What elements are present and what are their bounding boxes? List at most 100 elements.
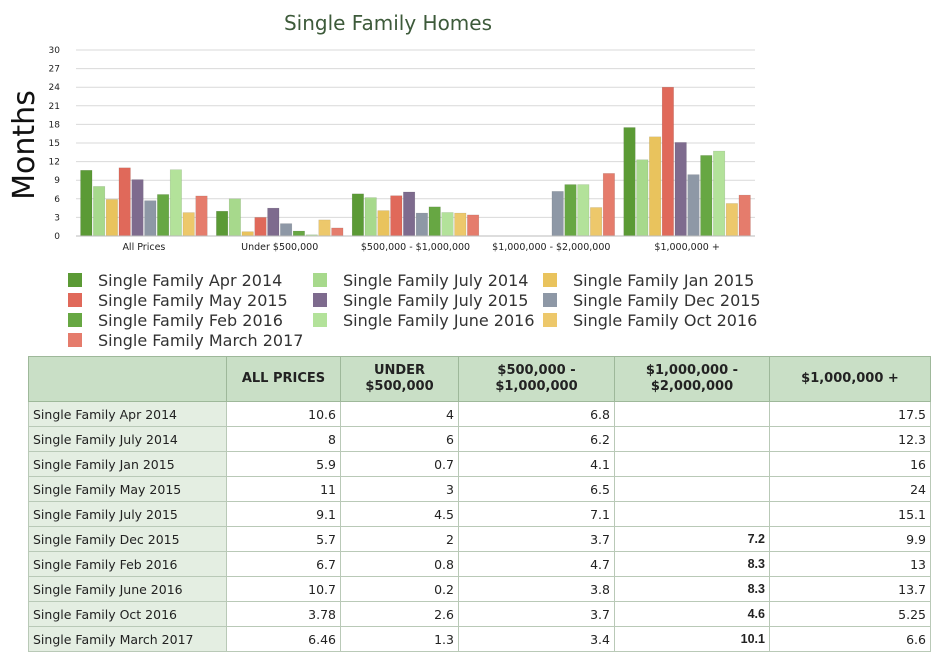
table-cell: 13 [769,551,931,577]
legend-item: Single Family Oct 2016 [543,310,757,330]
y-tick-label: 0 [54,232,60,242]
table-cell: 5.25 [769,601,931,627]
table-cell: 24 [769,476,931,502]
table-header-under-500k: UNDER $500,000 [340,356,459,402]
legend-label: Single Family March 2017 [98,330,304,350]
y-axis-label: Months [7,90,42,200]
legend-label: Single Family May 2015 [98,290,288,310]
table-cell: 4.1 [458,451,615,477]
table-cell: 16 [769,451,931,477]
bar [390,195,403,237]
bar [228,198,241,237]
y-tick-label: 6 [54,195,60,205]
table-cell: 6.6 [769,626,931,652]
table-cell: 8 [226,426,341,452]
legend-label: Single Family Oct 2016 [573,310,758,330]
table-header-1m-plus: $1,000,000 + [769,356,931,402]
table-cell [614,451,770,477]
bar [590,207,603,237]
table-cell: 3 [340,476,459,502]
table-cell: 12.3 [769,426,931,452]
table-row: Single Family June 2016 10.7 0.2 3.8 8.3 13.7 [28,576,931,602]
bar [403,191,416,237]
table-cell: 10.6 [226,401,341,427]
y-tick-label: 21 [49,102,60,112]
legend-swatch [313,313,327,327]
legend-swatch [68,313,82,327]
table-cell: 6 [340,426,459,452]
table-cell: 13.7 [769,576,931,602]
table-cell: 7.1 [458,501,615,527]
bar [144,200,157,237]
table-cell: 15.1 [769,501,931,527]
legend-item: Single Family June 2016 [313,310,535,330]
table-cell [614,476,770,502]
row-label: Single Family Oct 2016 [28,601,227,627]
bar [131,179,144,237]
bar [454,212,467,237]
bar [577,184,590,237]
bar [700,155,713,237]
bar [157,194,170,237]
y-tick-label: 24 [49,83,61,93]
row-label: Single Family July 2015 [28,501,227,527]
bar [169,169,182,237]
row-label: Single Family March 2017 [28,626,227,652]
row-label: Single Family Jan 2015 [28,451,227,477]
table-cell [614,426,770,452]
table-row: Single Family Oct 2016 3.78 2.6 3.7 4.6 5.25 [28,601,931,627]
bar [318,219,331,237]
table-cell: 4.5 [340,501,459,527]
legend-item: Single Family Dec 2015 [543,290,761,310]
legend-swatch [543,313,557,327]
bar [602,173,615,237]
x-tick-label: $500,000 - $1,000,000 [361,242,470,253]
bar [351,193,364,237]
table-cell: 4.7 [458,551,615,577]
table-cell: 6.2 [458,426,615,452]
table-row: Single Family Apr 2014 10.6 4 6.8 17.5 [28,401,931,427]
table-header-all-prices: ALL PRICES [226,356,341,402]
table-cell: 8.3 [614,576,770,602]
table-header-500k-1m: $500,000 - $1,000,000 [458,356,615,402]
bar [254,217,267,237]
table-cell: 11 [226,476,341,502]
table-cell: 3.4 [458,626,615,652]
table-header-1m-2m: $1,000,000 - $2,000,000 [614,356,770,402]
axes: 0 3 6 9 12 15 18 21 24 27 30 All Prices Under $500,0… [49,46,755,253]
x-tick-label: $1,000,000 + [654,242,719,253]
legend-item: Single Family Jan 2015 [543,270,754,290]
table-cell: 3.7 [458,526,615,552]
table-cell: 2.6 [340,601,459,627]
bar [661,86,674,237]
table-cell: 9.1 [226,501,341,527]
bar [738,194,751,237]
legend-swatch [313,293,327,307]
legend-swatch [68,293,82,307]
row-label: Single Family July 2014 [28,426,227,452]
table-cell: 7.2 [614,526,770,552]
legend-label: Single Family July 2015 [343,290,529,310]
bar [80,170,93,237]
y-tick-label: 9 [54,176,60,186]
table-cell: 3.7 [458,601,615,627]
bar [415,212,428,237]
bar [687,174,700,237]
bar [441,212,454,237]
table-cell: 17.5 [769,401,931,427]
table-row: Single Family May 2015 11 3 6.5 24 [28,476,931,502]
table-cell: 9.9 [769,526,931,552]
legend-swatch [68,333,82,347]
bar-chart: Single Family Homes Months 0 3 6 9 12 15 18 21 2… [7,11,755,253]
legend-swatch [543,273,557,287]
table-header-row: ALL PRICES UNDER $500,000 $500,000 - $1,… [28,356,931,402]
y-tick-label: 12 [49,158,60,168]
bar [280,223,293,237]
table-cell: 6.46 [226,626,341,652]
legend-label: Single Family June 2016 [343,310,535,330]
table-row: Single Family Jan 2015 5.9 0.7 4.1 16 [28,451,931,477]
bar [118,167,131,237]
legend-label: Single Family Feb 2016 [98,310,283,330]
row-label: Single Family Dec 2015 [28,526,227,552]
legend-swatch [68,273,82,287]
